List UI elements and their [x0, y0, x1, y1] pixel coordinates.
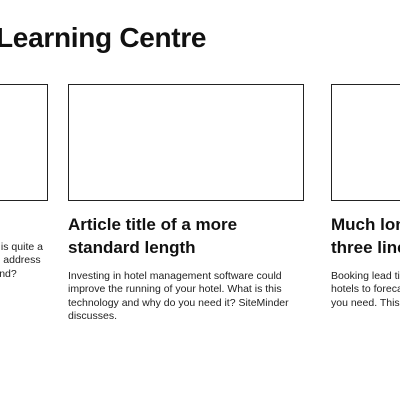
article-title-link[interactable]: Article title of a more standard length [68, 215, 238, 257]
article-image-placeholder[interactable] [68, 84, 304, 201]
article-card[interactable]: Article title of a more standard length … [68, 84, 304, 323]
article-image-placeholder[interactable] [331, 84, 400, 201]
article-card[interactable]: This article title is quite a bit more l… [0, 84, 48, 281]
article-summary: This article title is quite a bit more l… [0, 241, 43, 280]
article-card[interactable]: Much longer title that spans three lines… [331, 84, 400, 310]
article-title-link[interactable]: Much longer title that spans three lines [331, 215, 400, 257]
article-image-placeholder[interactable] [0, 84, 48, 201]
article-summary: Booking lead time is something making it… [331, 270, 400, 309]
page-title: Learning Centre [0, 22, 207, 53]
article-summary: Investing in hotel management software c… [68, 270, 289, 322]
